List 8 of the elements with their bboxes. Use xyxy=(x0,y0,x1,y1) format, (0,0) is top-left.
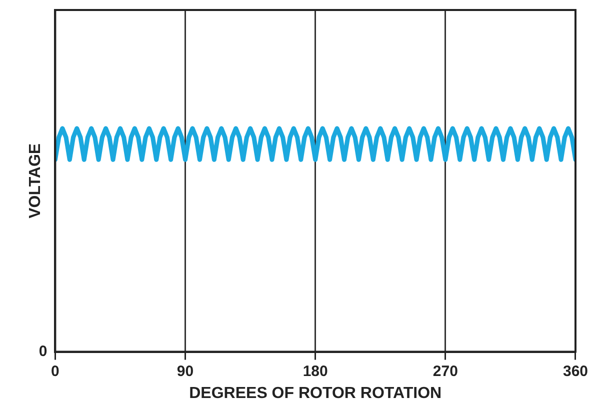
x-tick-label: 90 xyxy=(176,362,194,380)
x-tick-label: 270 xyxy=(432,362,458,380)
text: 0 xyxy=(38,342,48,360)
x-axis-title: DEGREES OF ROTOR ROTATION xyxy=(189,384,442,402)
x-tick-label: 0 xyxy=(51,362,60,380)
x-tick-label: 180 xyxy=(302,362,328,380)
x-tick-label: 360 xyxy=(562,362,588,380)
y-axis-title: VOLTAGE xyxy=(27,143,44,218)
